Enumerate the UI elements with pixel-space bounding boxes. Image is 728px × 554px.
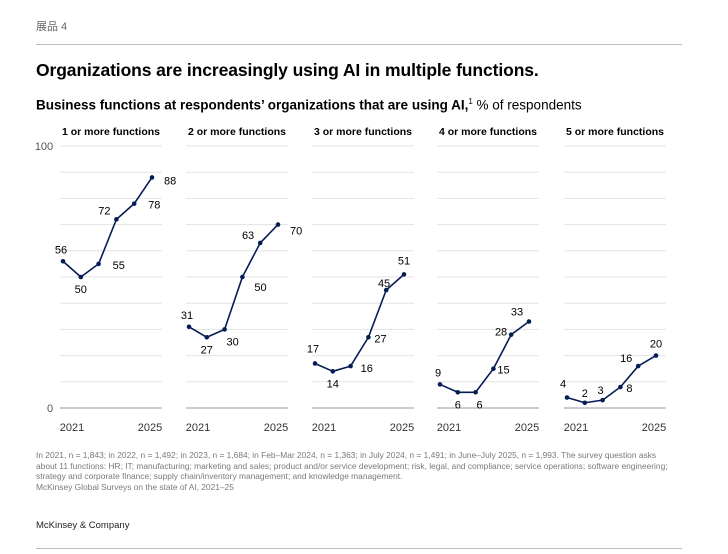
data-label: 28	[495, 327, 507, 339]
subtitle-text: Business functions at respondents’ organ…	[36, 97, 469, 113]
x-tick-label: 2025	[138, 422, 162, 434]
data-label: 6	[455, 399, 461, 411]
x-tick-label: 2021	[312, 422, 336, 434]
data-point	[635, 363, 641, 369]
brand-name: McKinsey & Company	[36, 520, 130, 531]
data-point	[312, 361, 318, 366]
data-point	[131, 201, 137, 206]
data-point	[149, 175, 155, 180]
series-line	[188, 224, 279, 339]
data-point	[330, 369, 336, 374]
data-label: 45	[378, 278, 390, 290]
data-label: 63	[242, 230, 254, 242]
data-point	[455, 389, 461, 395]
footnote: In 2021, n = 1,843; in 2022, n = 1,492; …	[36, 450, 676, 492]
panel-title: 3 or more functions	[314, 126, 412, 138]
x-tick-label: 2021	[437, 422, 461, 434]
data-label: 78	[148, 200, 160, 212]
data-label: 14	[327, 378, 339, 390]
footnote-text: In 2021, n = 1,843; in 2022, n = 1,492; …	[36, 450, 668, 481]
footnote-marker: 1	[468, 97, 473, 106]
data-label: 9	[435, 367, 441, 379]
data-label: 72	[98, 205, 110, 217]
panel-title: 1 or more functions	[62, 126, 160, 138]
series-line	[566, 354, 657, 404]
data-point	[240, 274, 245, 280]
data-label: 30	[226, 336, 238, 348]
data-point	[491, 366, 496, 371]
data-label: 3	[598, 385, 604, 397]
x-tick-label: 2025	[264, 422, 288, 434]
data-label: 27	[374, 333, 386, 345]
chart-subtitle: Business functions at respondents’ organ…	[36, 97, 582, 113]
exhibit-label: 展品 4	[36, 21, 68, 33]
data-label: 56	[55, 244, 67, 256]
data-point	[564, 395, 570, 400]
data-label: 20	[650, 339, 662, 351]
bottom-divider	[36, 548, 682, 549]
panel-title: 2 or more functions	[188, 126, 286, 138]
data-point	[186, 324, 192, 330]
data-point	[383, 287, 389, 293]
data-label: 4	[560, 379, 566, 391]
series-line	[62, 176, 153, 278]
x-tick-label: 2021	[186, 422, 210, 434]
x-tick-label: 2025	[642, 422, 666, 434]
data-label: 33	[511, 307, 523, 319]
data-point	[222, 327, 227, 332]
data-point	[60, 258, 66, 264]
data-point	[348, 363, 353, 369]
data-label: 50	[254, 282, 266, 294]
data-point	[473, 389, 478, 395]
data-point	[600, 397, 605, 403]
series-line	[314, 273, 405, 373]
data-label: 15	[497, 365, 509, 377]
data-label: 16	[620, 353, 632, 365]
data-label: 88	[164, 175, 176, 187]
data-point	[618, 384, 623, 390]
data-label: 27	[201, 344, 213, 356]
data-label: 55	[113, 260, 125, 272]
y-tick-label: 100	[35, 141, 53, 153]
data-point	[366, 334, 371, 340]
data-point	[508, 332, 514, 337]
data-point	[96, 261, 101, 267]
data-label: 17	[307, 343, 319, 355]
data-point	[257, 240, 263, 246]
x-tick-label: 2025	[390, 422, 414, 434]
x-tick-label: 2021	[564, 422, 588, 434]
y-tick-label: 0	[47, 403, 53, 415]
data-label: 31	[181, 310, 193, 322]
data-point	[78, 274, 84, 280]
top-divider	[36, 44, 682, 45]
data-point	[204, 334, 210, 340]
data-point	[275, 222, 281, 227]
data-label: 16	[361, 363, 373, 375]
chart-title: Organizations are increasingly using AI …	[36, 60, 539, 80]
series-line	[439, 320, 530, 394]
x-tick-label: 2021	[60, 422, 84, 434]
data-point	[582, 400, 588, 406]
data-point	[653, 353, 659, 358]
small-multiples-line-chart: 0 100 1 or more functions 2021 2025 56 50 55 72 7…	[35, 126, 666, 434]
data-label: 51	[398, 255, 410, 267]
subtitle-unit: % of respondents	[472, 97, 582, 113]
data-point	[114, 217, 119, 222]
panel-title: 5 or more functions	[566, 126, 664, 138]
data-label: 8	[626, 383, 632, 395]
data-point	[526, 319, 532, 324]
source-text: McKinsey Global Surveys on the state of …	[36, 481, 234, 492]
x-tick-label: 2025	[515, 422, 539, 434]
data-label: 2	[582, 388, 588, 400]
data-label: 6	[477, 399, 483, 411]
panel-title: 4 or more functions	[439, 126, 537, 138]
data-label: 70	[290, 226, 302, 238]
data-label: 50	[75, 284, 87, 296]
data-point	[401, 272, 407, 277]
data-point	[437, 382, 443, 387]
